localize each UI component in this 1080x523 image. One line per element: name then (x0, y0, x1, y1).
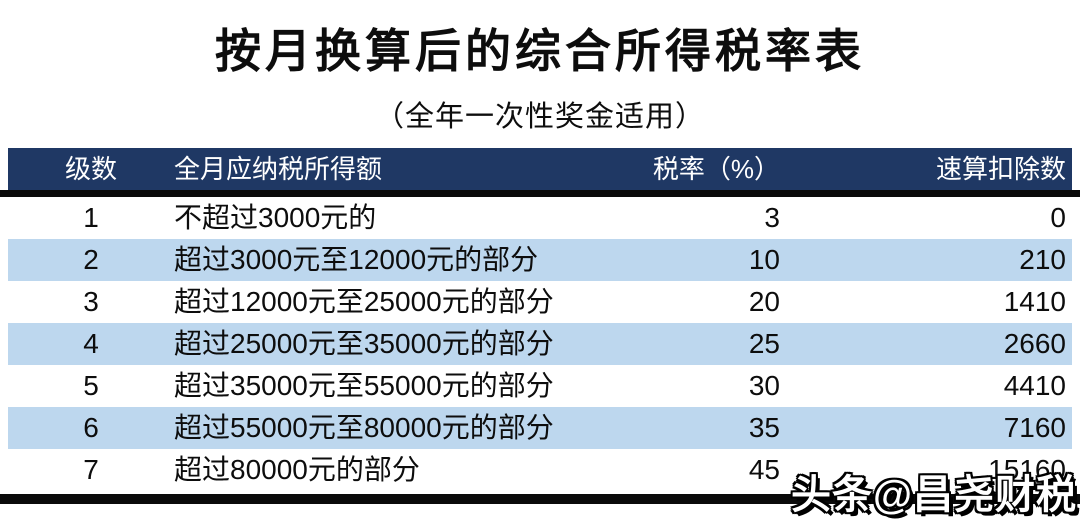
column-header-level: 级数 (64, 154, 117, 184)
table-header-row: 级数 全月应纳税所得额 税率（%） 速算扣除数 (8, 148, 1072, 190)
watermark: 头条@昌尧财税 (790, 473, 1077, 517)
cell-deduction: 0 (1050, 202, 1066, 233)
table-body: 1 不超过3000元的 3 0 2 超过3000元至12000元的部分 10 2… (8, 197, 1072, 491)
cell-deduction: 4410 (1003, 370, 1066, 401)
cell-income: 不超过3000元的 (174, 202, 377, 233)
cell-level: 7 (83, 454, 99, 485)
table-row: 4 超过25000元至35000元的部分 25 2660 (8, 323, 1072, 365)
cell-level: 4 (83, 328, 99, 359)
cell-rate: 45 (748, 454, 780, 485)
header-divider-rule (0, 190, 1080, 197)
column-header-rate: 税率（%） (652, 154, 780, 184)
cell-rate: 20 (748, 286, 780, 317)
page-title: 按月换算后的综合所得税率表 (215, 25, 865, 77)
page-subtitle: （全年一次性奖金适用） (374, 101, 705, 133)
table-row: 6 超过55000元至80000元的部分 35 7160 (8, 407, 1072, 449)
column-header-income: 全月应纳税所得额 (174, 154, 383, 184)
cell-deduction: 7160 (1003, 412, 1066, 443)
cell-rate: 35 (748, 412, 780, 443)
cell-rate: 25 (748, 328, 780, 359)
cell-income: 超过80000元的部分 (174, 454, 420, 485)
table-row: 3 超过12000元至25000元的部分 20 1410 (8, 281, 1072, 323)
cell-level: 5 (83, 370, 99, 401)
cell-rate: 3 (764, 202, 780, 233)
table-bottom-rule (0, 494, 1080, 504)
cell-rate: 30 (748, 370, 780, 401)
cell-income: 超过25000元至35000元的部分 (174, 328, 554, 359)
cell-level: 3 (83, 286, 99, 317)
cell-income: 超过55000元至80000元的部分 (174, 412, 554, 443)
cell-level: 1 (83, 202, 99, 233)
cell-rate: 10 (748, 244, 780, 275)
cell-deduction: 1410 (1003, 286, 1066, 317)
cell-level: 6 (83, 412, 99, 443)
cell-deduction: 2660 (1003, 328, 1066, 359)
table-row: 1 不超过3000元的 3 0 (8, 197, 1072, 239)
table-row: 7 超过80000元的部分 45 15160 (8, 449, 1072, 491)
tax-rate-table: 级数 全月应纳税所得额 税率（%） 速算扣除数 1 不超过3000元的 3 0 … (8, 148, 1072, 491)
cell-income: 超过12000元至25000元的部分 (174, 286, 554, 317)
cell-deduction: 15160 (988, 454, 1066, 485)
cell-income: 超过35000元至55000元的部分 (174, 370, 554, 401)
cell-deduction: 210 (1019, 244, 1066, 275)
cell-level: 2 (83, 244, 99, 275)
table-row: 2 超过3000元至12000元的部分 10 210 (8, 239, 1072, 281)
cell-income: 超过3000元至12000元的部分 (174, 244, 539, 275)
column-header-deduction: 速算扣除数 (935, 154, 1066, 184)
table-row: 5 超过35000元至55000元的部分 30 4410 (8, 365, 1072, 407)
